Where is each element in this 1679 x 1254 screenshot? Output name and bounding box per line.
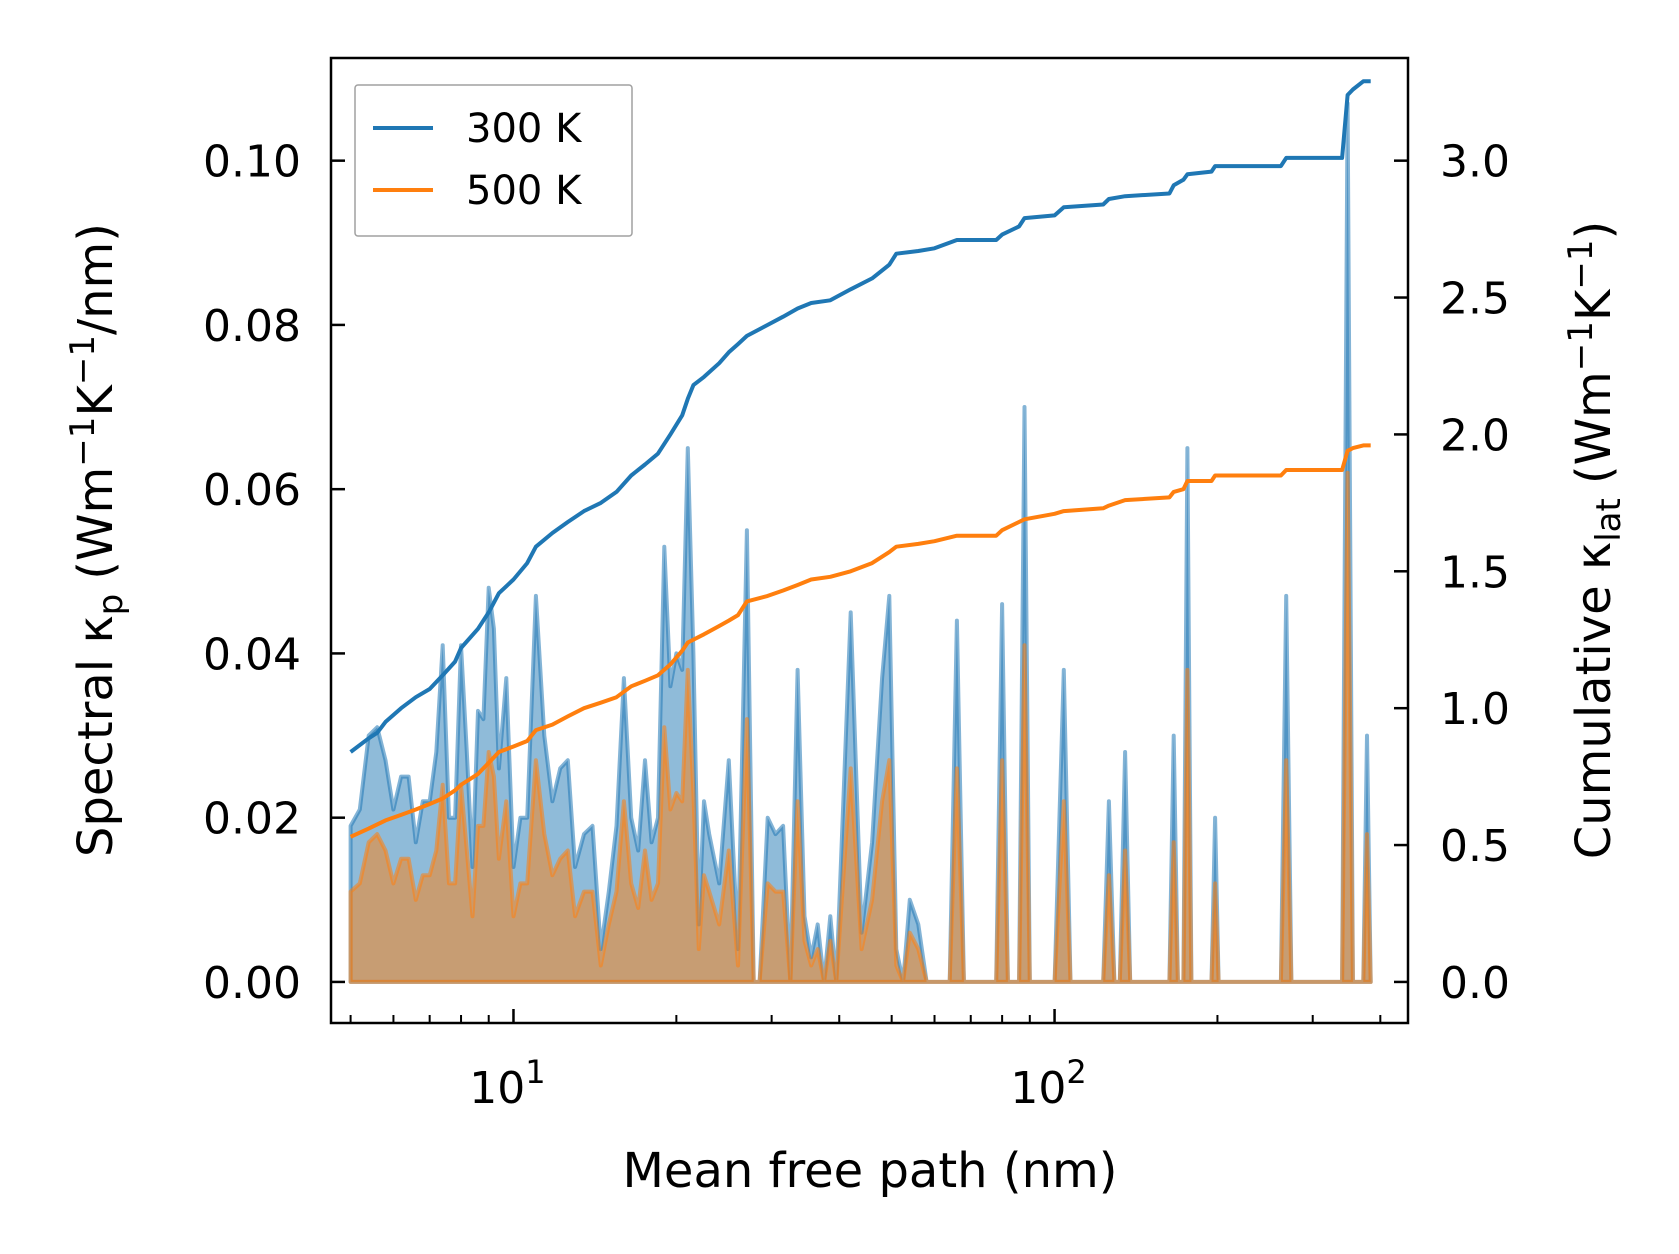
left-axis-title-sup2: −1: [63, 335, 103, 385]
spectral-fills: [348, 101, 1373, 984]
right-axis-title-sup2: −1: [1561, 239, 1601, 289]
plot-frame: [329, 56, 1410, 1025]
left-axis-title: Spectral κp(Wm−1K−1/nm): [63, 223, 131, 857]
right-y-tick-label: 2.5: [1440, 274, 1510, 325]
right-axis-title-tail: ): [1566, 221, 1622, 240]
legend: 300 K 500 K: [354, 84, 633, 237]
left-axis-title-mid: K: [68, 384, 124, 417]
right-y-tick-label: 0.0: [1440, 958, 1510, 1009]
axis-ticks: 101 102 0.00 0.02 0.04 0.06 0.08 0.10 0.0 0.5 1.0 1…: [203, 137, 1510, 1114]
left-y-tick-label: 0.06: [203, 465, 301, 516]
right-axis-title-sup1: −1: [1561, 321, 1601, 371]
left-y-tick-label: 0.04: [203, 629, 301, 680]
right-axis-title-mid: K: [1566, 288, 1622, 321]
cumulative-line-300k: [349, 79, 1371, 754]
legend-label-500k: 500 K: [466, 168, 583, 214]
left-axis-title-sub: p: [91, 594, 131, 616]
left-axis-title-unit: (Wm: [68, 467, 124, 580]
right-y-tick-label: 3.0: [1440, 137, 1510, 188]
left-axis-title-main: Spectral κ: [68, 615, 124, 857]
x-axis-title: Mean free path (nm): [623, 1143, 1118, 1199]
right-axis-title-sub: lat: [1589, 498, 1629, 542]
right-axis-title-unit: (Wm: [1566, 371, 1622, 484]
right-axis-title-main: Cumulative κ: [1566, 542, 1622, 860]
left-axis-title-tail: /nm): [68, 223, 124, 335]
cumulative-line-500k: [349, 443, 1371, 839]
x-tick-label: 102: [1010, 1053, 1086, 1114]
right-y-tick-label: 0.5: [1440, 821, 1510, 872]
right-axis-title: Cumulative κlat(Wm−1K−1): [1561, 221, 1629, 860]
right-y-tick-label: 2.0: [1440, 410, 1510, 461]
legend-box: [354, 84, 633, 237]
cumulative-lines: [349, 79, 1371, 839]
legend-label-300k: 300 K: [466, 106, 583, 152]
left-axis-title-sup1: −1: [63, 417, 103, 467]
right-y-tick-label: 1.5: [1440, 547, 1510, 598]
left-y-tick-label: 0.00: [203, 958, 301, 1009]
right-y-tick-label: 1.0: [1440, 684, 1510, 735]
left-y-tick-label: 0.02: [203, 794, 301, 845]
spectral-area-500k: [348, 470, 1373, 984]
left-y-tick-label: 0.08: [203, 301, 301, 352]
left-y-tick-label: 0.10: [203, 137, 301, 188]
x-tick-label: 101: [469, 1053, 545, 1114]
